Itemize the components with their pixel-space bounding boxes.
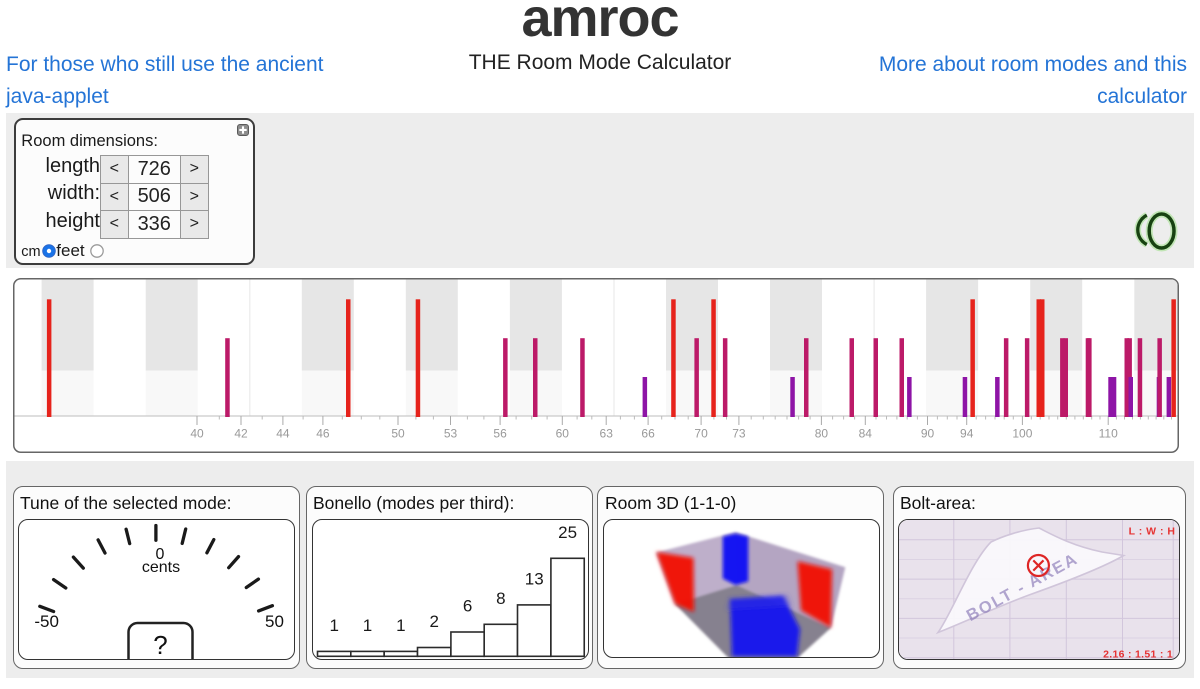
- svg-text:1: 1: [363, 616, 372, 635]
- svg-text:63: 63: [600, 426, 614, 440]
- svg-text:84: 84: [859, 426, 873, 440]
- svg-text:1: 1: [329, 616, 338, 635]
- svg-text:L : W : H: L : W : H: [1129, 526, 1176, 538]
- svg-text:110: 110: [1099, 426, 1118, 440]
- svg-text:73: 73: [732, 426, 746, 440]
- svg-text:40: 40: [190, 426, 204, 440]
- svg-text:90: 90: [921, 426, 935, 440]
- svg-text:70: 70: [694, 426, 708, 440]
- svg-text:42: 42: [234, 426, 248, 440]
- svg-text:8: 8: [496, 589, 505, 608]
- svg-text:0: 0: [155, 546, 164, 563]
- svg-text:2: 2: [429, 612, 438, 631]
- svg-text:13: 13: [525, 569, 544, 588]
- svg-text:2.16 : 1.51 : 1: 2.16 : 1.51 : 1: [1103, 649, 1173, 660]
- svg-text:60: 60: [556, 426, 570, 440]
- svg-text:6: 6: [463, 597, 472, 616]
- svg-text:94: 94: [960, 426, 974, 440]
- svg-text:44: 44: [276, 426, 290, 440]
- svg-text:80: 80: [815, 426, 829, 440]
- svg-text:-50: -50: [34, 612, 59, 631]
- svg-text:66: 66: [641, 426, 655, 440]
- svg-text:?: ?: [153, 630, 167, 660]
- svg-text:25: 25: [558, 523, 577, 542]
- svg-text:56: 56: [493, 426, 507, 440]
- svg-text:1: 1: [396, 616, 405, 635]
- svg-text:100: 100: [1012, 426, 1032, 440]
- svg-text:cents: cents: [141, 559, 179, 576]
- svg-text:50: 50: [391, 426, 405, 440]
- svg-text:46: 46: [316, 426, 330, 440]
- svg-text:50: 50: [265, 612, 284, 631]
- svg-text:53: 53: [444, 426, 458, 440]
